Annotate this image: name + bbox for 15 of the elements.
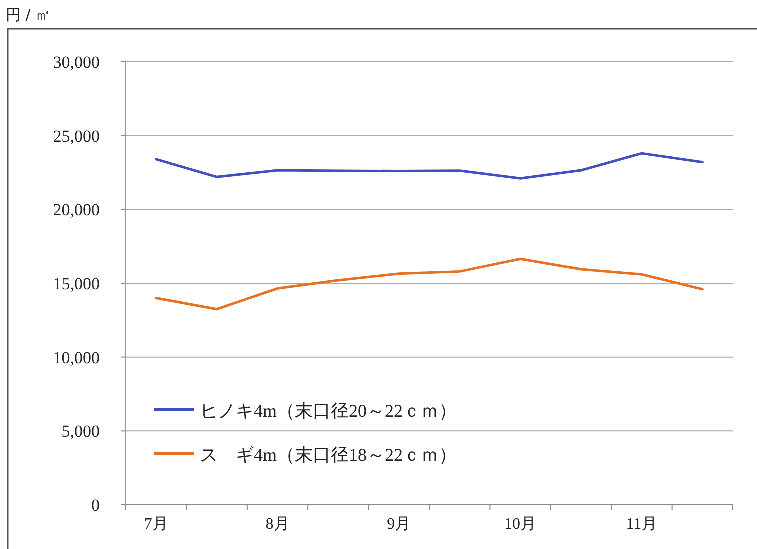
x-tick-label: 7月 (144, 516, 168, 533)
y-tick-label: 0 (92, 496, 100, 515)
y-tick-label: 15,000 (53, 274, 100, 294)
y-tick-label: 20,000 (53, 200, 100, 220)
y-tick-label: 10,000 (53, 348, 100, 368)
x-tick-label: 10月 (504, 516, 537, 533)
y-axis-title: 円 / ㎥ (6, 6, 51, 24)
y-tick-label: 5,000 (62, 422, 100, 442)
legend-label: ヒノキ4m（末口径20～22ｃｍ） (200, 401, 458, 421)
x-tick-label: 11月 (626, 516, 658, 533)
legend-label: ス ギ4m（末口径18～22ｃｍ） (200, 445, 458, 465)
y-tick-label: 30,000 (53, 53, 100, 72)
x-tick-label: 9月 (387, 516, 412, 533)
x-tick-label: 8月 (266, 516, 290, 533)
y-tick-label: 25,000 (53, 126, 100, 146)
